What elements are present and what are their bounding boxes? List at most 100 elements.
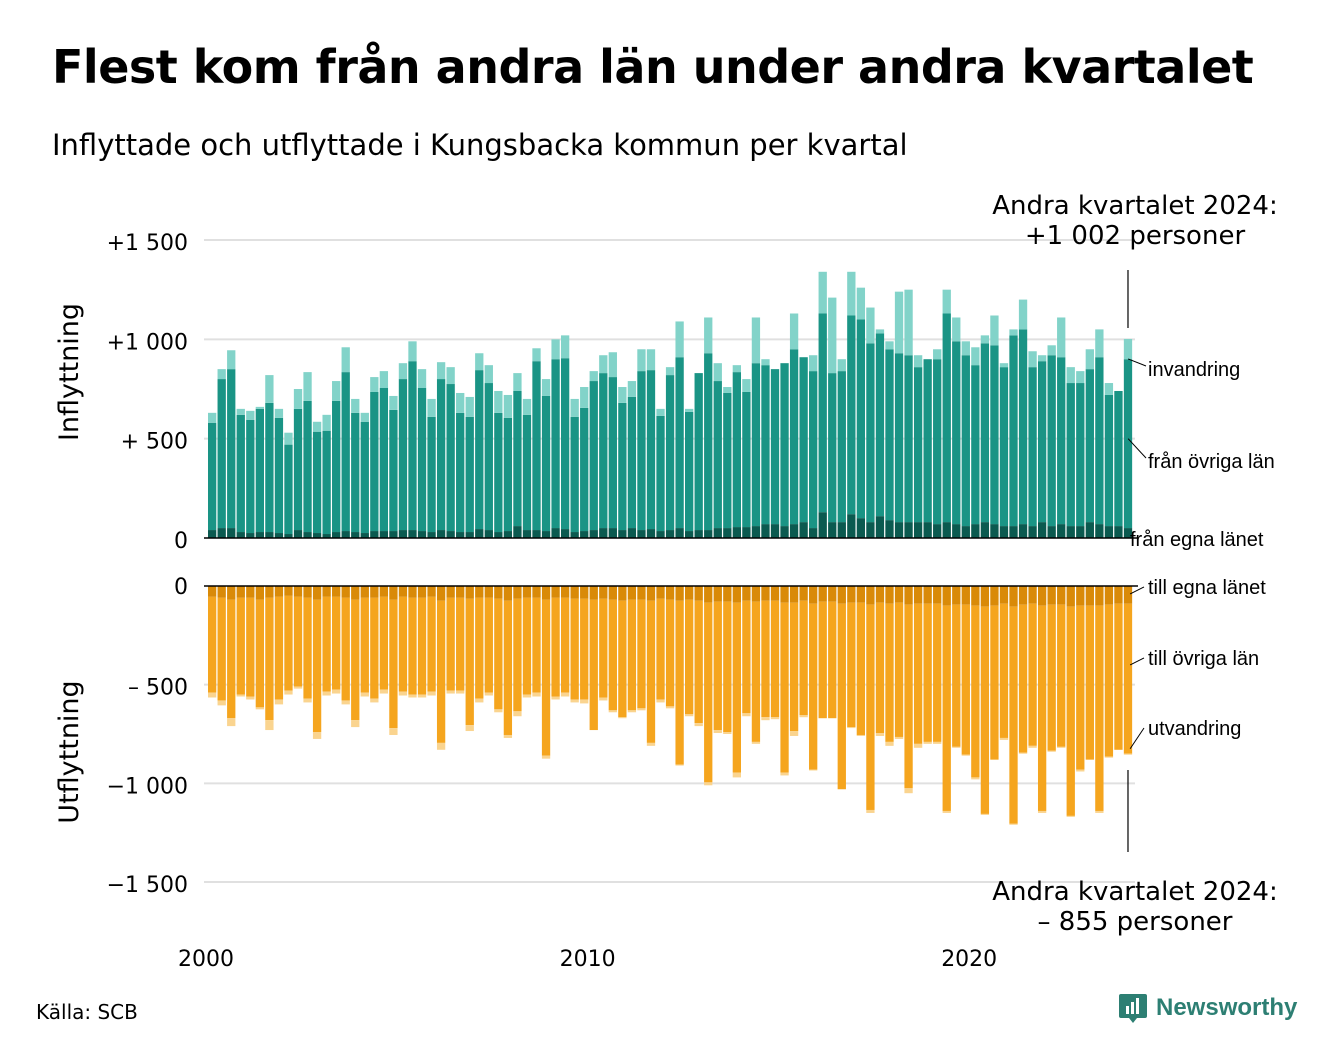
bar-outflow-own xyxy=(332,586,341,597)
bar-outflow-own xyxy=(770,586,780,601)
bar-outflow-own xyxy=(780,586,789,603)
bar-inflow-own xyxy=(1028,526,1037,538)
y-tick-label: +1 500 xyxy=(107,231,188,256)
bar-outflow-emigration xyxy=(436,742,446,750)
bar-inflow-immigration xyxy=(580,387,589,408)
annotation-text: Andra kvartalet 2024: xyxy=(992,191,1277,221)
bar-inflow-other xyxy=(885,349,894,521)
bar-inflow-own xyxy=(971,524,980,538)
bar-outflow-other xyxy=(551,597,560,697)
bar-inflow-own xyxy=(379,531,389,538)
bar-inflow-own xyxy=(952,524,961,538)
bar-inflow-own xyxy=(227,528,236,538)
bar-inflow-immigration xyxy=(503,394,513,418)
bar-inflow-other xyxy=(980,343,990,523)
bar-outflow-own xyxy=(217,586,226,598)
bar-outflow-own xyxy=(208,586,217,597)
bar-inflow-other xyxy=(532,361,541,531)
brand-name: Newsworthy xyxy=(1156,994,1298,1021)
bar-outflow-own xyxy=(675,586,684,601)
bar-inflow-own xyxy=(761,524,770,538)
bar-inflow-immigration xyxy=(217,369,226,380)
bar-outflow-emigration xyxy=(618,717,627,719)
bar-outflow-own xyxy=(265,586,274,598)
bar-inflow-immigration xyxy=(465,396,474,417)
bar-inflow-own xyxy=(541,531,551,538)
y-tick-label: + 500 xyxy=(121,430,188,455)
annotation-text: Andra kvartalet 2024: xyxy=(992,877,1277,907)
bar-inflow-other xyxy=(1057,357,1066,525)
bar-inflow-other xyxy=(627,396,637,529)
bar-inflow-own xyxy=(322,534,331,538)
bar-inflow-other xyxy=(1095,357,1104,525)
bar-inflow-own xyxy=(1076,526,1085,538)
bar-inflow-own xyxy=(551,528,560,538)
y-tick-label: – 500 xyxy=(128,676,188,701)
bar-inflow-immigration xyxy=(398,363,408,380)
bar-outflow-emigration xyxy=(885,741,894,746)
bar-inflow-other xyxy=(618,402,627,531)
leader-line xyxy=(1129,727,1145,749)
bar-inflow-other xyxy=(303,400,312,533)
bar-outflow-own xyxy=(723,586,732,602)
series-label: till övriga län xyxy=(1148,648,1259,670)
bar-outflow-emigration xyxy=(341,700,350,705)
bar-outflow-emigration xyxy=(704,782,713,786)
bar-inflow-own xyxy=(484,530,493,538)
bar-outflow-emigration xyxy=(513,711,522,717)
bar-outflow-own xyxy=(1009,586,1018,607)
bar-inflow-immigration xyxy=(999,363,1009,368)
bar-outflow-emigration xyxy=(665,706,675,709)
bar-outflow-other xyxy=(351,599,360,721)
bar-inflow-own xyxy=(990,524,999,538)
bar-inflow-own xyxy=(303,532,312,538)
bar-outflow-own xyxy=(293,586,303,597)
bar-outflow-own xyxy=(436,586,446,601)
x-tick-label: 2010 xyxy=(560,947,616,972)
bar-outflow-other xyxy=(1085,605,1094,760)
bar-outflow-other xyxy=(713,601,722,731)
bar-inflow-immigration xyxy=(312,421,322,432)
bar-inflow-own xyxy=(417,531,427,538)
bar-outflow-other xyxy=(379,596,389,690)
bar-outflow-own xyxy=(541,586,551,600)
bar-inflow-own xyxy=(770,524,780,538)
bar-inflow-other xyxy=(351,412,360,533)
bar-outflow-own xyxy=(866,586,875,605)
bar-outflow-own xyxy=(274,586,284,597)
y-axis-title: Utflyttning xyxy=(54,680,85,823)
bar-outflow-emigration xyxy=(494,709,503,713)
bar-outflow-other xyxy=(408,597,417,695)
bar-inflow-other xyxy=(1018,329,1028,525)
bar-inflow-immigration xyxy=(1076,371,1085,384)
bar-inflow-own xyxy=(713,528,722,538)
bar-inflow-own xyxy=(742,527,751,538)
bar-inflow-immigration xyxy=(904,289,913,356)
bar-inflow-immigration xyxy=(322,414,331,431)
bar-outflow-other xyxy=(685,599,694,715)
bar-inflow-own xyxy=(1123,528,1133,538)
bar-outflow-own xyxy=(704,586,713,603)
bar-inflow-own xyxy=(1066,526,1075,538)
bar-outflow-emigration xyxy=(541,755,551,759)
bar-outflow-emigration xyxy=(475,698,484,703)
bar-inflow-own xyxy=(1057,524,1066,538)
bar-inflow-own xyxy=(866,522,875,538)
bar-outflow-emigration xyxy=(532,692,541,697)
bar-outflow-emigration xyxy=(675,764,684,766)
bar-inflow-own xyxy=(704,530,713,538)
bar-outflow-own xyxy=(894,586,904,603)
bar-outflow-own xyxy=(1104,586,1114,605)
bar-inflow-immigration xyxy=(379,371,389,389)
brand-logo[interactable]: Newsworthy xyxy=(1118,992,1297,1024)
bar-outflow-emigration xyxy=(742,713,751,717)
bar-inflow-own xyxy=(665,530,675,538)
bar-outflow-own xyxy=(446,586,455,598)
bar-inflow-immigration xyxy=(713,363,722,382)
bar-outflow-other xyxy=(809,603,818,770)
bar-outflow-emigration xyxy=(284,690,293,695)
bar-outflow-emigration xyxy=(637,708,646,711)
bar-inflow-other xyxy=(246,419,255,534)
bar-outflow-own xyxy=(713,586,722,602)
bar-inflow-immigration xyxy=(913,355,923,368)
